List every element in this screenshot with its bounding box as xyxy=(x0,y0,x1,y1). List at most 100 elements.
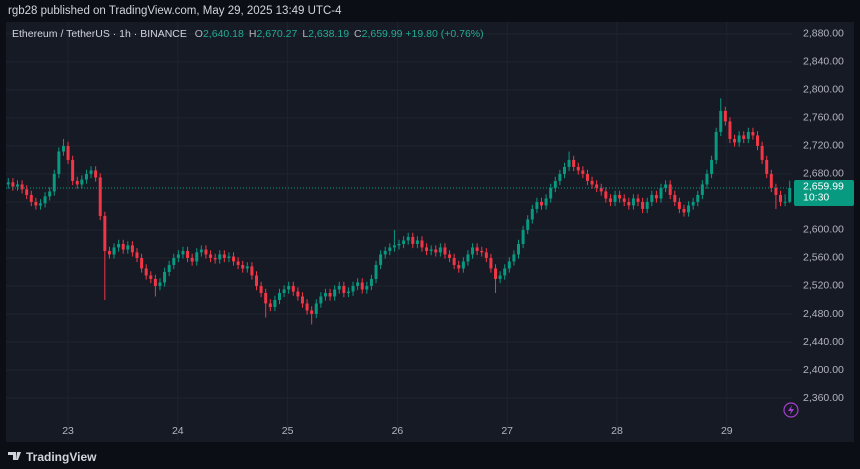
candle-body xyxy=(774,187,778,195)
candle-body xyxy=(687,205,691,213)
candle-body xyxy=(89,170,93,174)
ohlc-values: O2,640.18 H2,670.27 L2,638.19 C2,659.99 xyxy=(190,28,403,40)
candle-body xyxy=(406,236,410,241)
candle-body xyxy=(6,182,10,185)
ohlc-key: H xyxy=(248,28,257,40)
candle-body xyxy=(553,180,557,188)
candle-body xyxy=(705,173,709,185)
candle-body xyxy=(691,201,695,206)
candle-body xyxy=(172,257,176,265)
candle-body xyxy=(144,268,148,276)
candle-body xyxy=(66,145,70,160)
candle-body xyxy=(52,173,56,192)
candle-body xyxy=(300,296,304,304)
candle-body xyxy=(461,261,465,269)
candle-body xyxy=(71,159,75,181)
candle-body xyxy=(112,247,116,255)
candle-body xyxy=(438,247,442,253)
lightning-icon[interactable] xyxy=(783,402,799,418)
countdown: 10:30 xyxy=(803,192,829,204)
candle-body xyxy=(415,240,419,244)
candle-body xyxy=(558,173,562,181)
candle-body xyxy=(530,208,534,220)
candle-body xyxy=(48,191,52,197)
y-tick-label: 2,880.00 xyxy=(803,28,844,40)
candle-body xyxy=(769,173,773,188)
candle-body xyxy=(140,257,144,269)
candle-body xyxy=(218,254,222,260)
candle-body xyxy=(585,173,589,181)
candle-body xyxy=(452,257,456,265)
ohlc-key: O xyxy=(194,28,203,40)
footer-brand: TradingView xyxy=(26,450,97,464)
candle-body xyxy=(209,254,213,258)
candle-body xyxy=(61,145,65,152)
candle-body xyxy=(282,289,286,293)
y-tick-label: 2,720.00 xyxy=(803,140,844,152)
candle-body xyxy=(471,247,475,255)
x-tick-label: 25 xyxy=(282,425,294,437)
candle-body xyxy=(494,268,498,279)
candle-body xyxy=(429,249,433,251)
candle-body xyxy=(236,261,240,265)
candle-body xyxy=(526,219,530,230)
candle-body xyxy=(719,110,723,132)
candle-body xyxy=(94,170,98,178)
candle-body xyxy=(746,131,750,139)
candle-body xyxy=(590,180,594,185)
y-tick-label: 2,560.00 xyxy=(803,252,844,264)
candle-body xyxy=(190,257,194,262)
candle-body xyxy=(397,243,401,246)
candle-body xyxy=(622,198,626,202)
candle-body xyxy=(654,194,658,199)
candle-body xyxy=(677,201,681,209)
candle-body xyxy=(535,201,539,209)
candle-body xyxy=(84,173,88,180)
candle-body xyxy=(562,166,566,174)
candle-body xyxy=(484,252,488,258)
candle-body xyxy=(232,256,236,262)
candle-body xyxy=(650,194,654,202)
candle-body xyxy=(443,247,447,255)
candle-body xyxy=(631,198,635,206)
candle-body xyxy=(245,266,249,269)
candle-body xyxy=(765,159,769,174)
lightning-bolt xyxy=(788,405,794,415)
plot xyxy=(6,98,792,325)
candle-body xyxy=(80,179,84,185)
candle-body xyxy=(700,184,704,195)
candle-body xyxy=(153,278,157,286)
y-tick-label: 2,480.00 xyxy=(803,308,844,320)
candle-body xyxy=(333,289,337,297)
candle-body xyxy=(25,189,29,195)
candle-body xyxy=(11,182,15,187)
candle-body xyxy=(779,194,783,202)
candle-body xyxy=(760,145,764,160)
candle-body xyxy=(608,198,612,202)
candle-body xyxy=(627,201,631,206)
candle-body xyxy=(388,247,392,251)
candle-body xyxy=(342,285,346,293)
candle-body xyxy=(517,243,521,255)
candle-body xyxy=(43,196,47,204)
candle-body xyxy=(480,250,484,253)
candle-body xyxy=(507,261,511,269)
candle-body xyxy=(126,245,130,250)
x-tick-label: 28 xyxy=(611,425,623,437)
candle-body xyxy=(572,159,576,167)
ohlc-value: 2,670.27 xyxy=(256,28,298,40)
candle-body xyxy=(434,249,438,253)
candle-body xyxy=(121,243,125,250)
candle-body xyxy=(176,254,180,258)
y-tick-label: 2,600.00 xyxy=(803,224,844,236)
candle-body xyxy=(369,278,373,286)
candle-body xyxy=(273,299,277,307)
candle-body xyxy=(668,184,672,195)
candle-body xyxy=(498,275,502,279)
candle-body xyxy=(374,264,378,279)
candle-body xyxy=(103,215,107,251)
y-tick-label: 2,400.00 xyxy=(803,364,844,376)
y-tick-label: 2,680.00 xyxy=(803,168,844,180)
ohlc-key: L xyxy=(302,28,309,40)
